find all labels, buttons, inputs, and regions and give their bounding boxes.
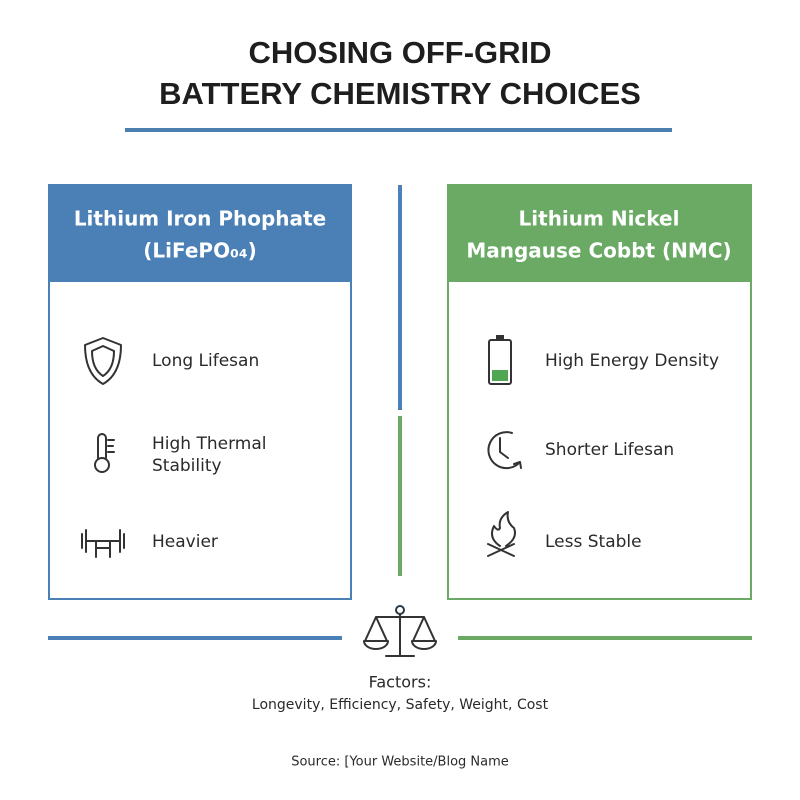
scale-icon bbox=[363, 613, 437, 657]
panel-header bbox=[49, 185, 351, 282]
item-text: Stability bbox=[152, 456, 222, 476]
title-line: BATTERY CHEMISTRY CHOICES bbox=[159, 76, 641, 111]
item-text: High Thermal bbox=[152, 434, 266, 454]
item-text: Less Stable bbox=[545, 532, 642, 552]
panel-title: Lithium Nickel bbox=[519, 207, 680, 231]
panel-title: Lithium Iron Phophate bbox=[74, 207, 326, 231]
source: Source: [Your Website/Blog Name bbox=[291, 755, 509, 770]
clock-icon bbox=[487, 431, 522, 470]
scale-icon bbox=[395, 605, 405, 615]
factors-label: Factors: bbox=[369, 673, 432, 692]
dumbbell-icon bbox=[81, 529, 125, 558]
item-text: Long Lifesan bbox=[152, 351, 259, 371]
shield-icon bbox=[84, 337, 122, 385]
item-text: High Energy Density bbox=[545, 351, 719, 371]
thermometer-icon bbox=[94, 457, 110, 473]
battery-level bbox=[492, 370, 508, 381]
panel-header bbox=[448, 185, 751, 282]
battery-icon bbox=[496, 335, 504, 340]
item-text: Heavier bbox=[152, 532, 218, 552]
thermometer-icon bbox=[97, 433, 115, 459]
panel-title: (LiFePO₀₄) bbox=[143, 239, 256, 263]
panel-title: Mangause Cobbt (NMC) bbox=[466, 239, 731, 263]
title-line: CHOSING OFF-GRID bbox=[248, 35, 551, 70]
item-text: Shorter Lifesan bbox=[545, 440, 674, 460]
fire-icon bbox=[487, 511, 516, 557]
factors-text: Longevity, Efficiency, Safety, Weight, C… bbox=[252, 697, 549, 713]
